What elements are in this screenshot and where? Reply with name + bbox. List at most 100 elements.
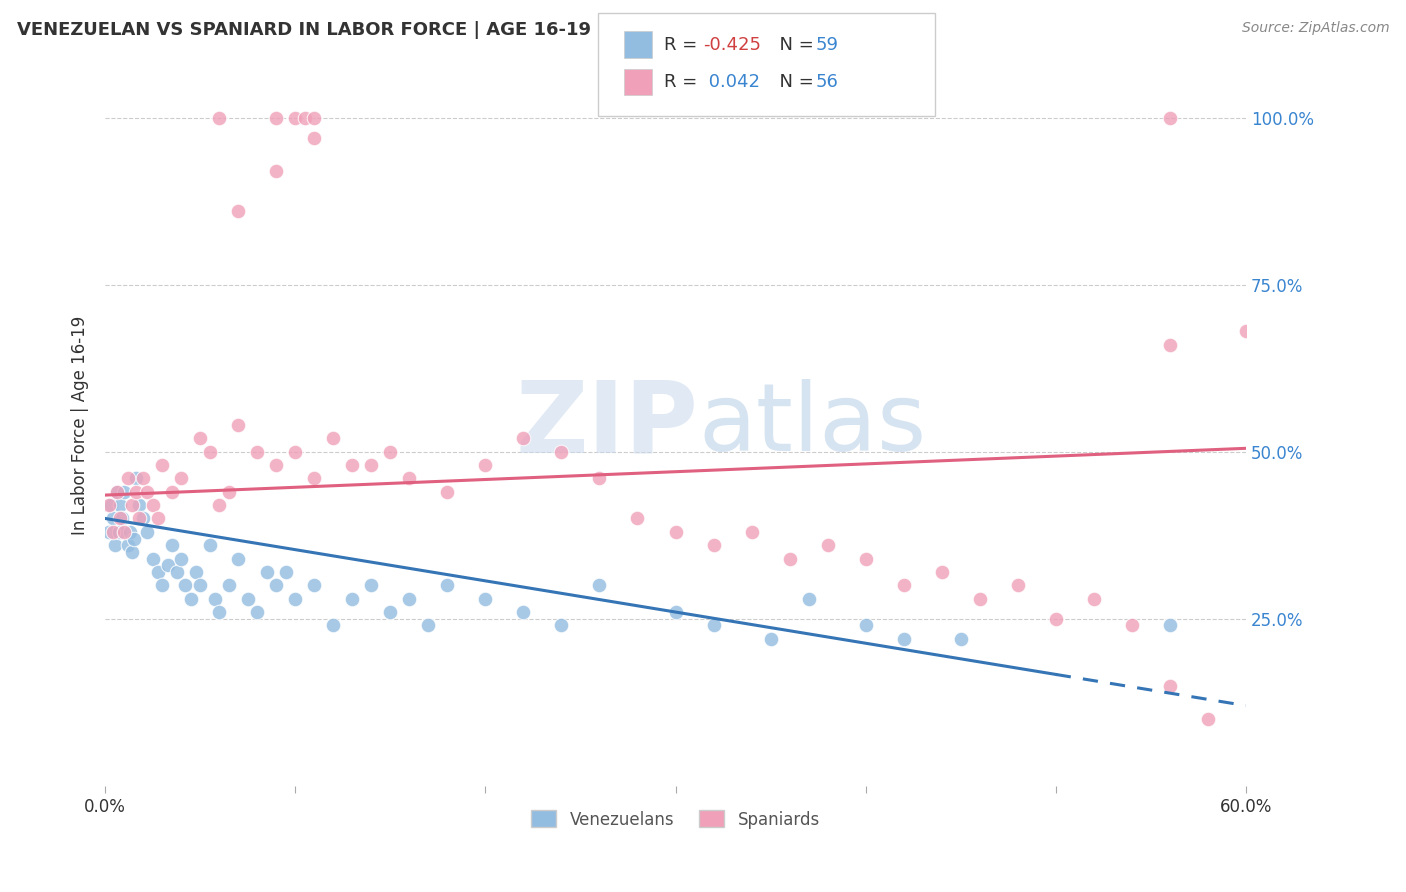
Point [117, 471, 139, 485]
Point [512, 431, 534, 445]
Point [98, 498, 121, 512]
Point [1159, 679, 1181, 693]
Point [105, 484, 128, 499]
Point [855, 618, 877, 632]
Point [246, 605, 269, 619]
Point [112, 484, 135, 499]
Text: Source: ZipAtlas.com: Source: ZipAtlas.com [1241, 21, 1389, 35]
Point [128, 498, 150, 512]
Point [304, 578, 326, 592]
Point [664, 605, 686, 619]
Point [664, 524, 686, 539]
Point [360, 578, 382, 592]
Text: 59: 59 [815, 36, 838, 54]
Point [266, 458, 288, 472]
Point [112, 524, 135, 539]
Point [588, 578, 610, 592]
Point [218, 578, 240, 592]
Text: N =: N = [768, 36, 820, 54]
Text: 56: 56 [815, 73, 838, 91]
Point [148, 565, 170, 579]
Point [436, 578, 458, 592]
Point [702, 538, 724, 552]
Point [342, 591, 364, 606]
Point [1083, 591, 1105, 606]
Point [198, 444, 221, 458]
Point [380, 444, 402, 458]
Point [1159, 618, 1181, 632]
Point [121, 545, 143, 559]
Point [418, 618, 440, 632]
Point [304, 111, 326, 125]
Point [1234, 324, 1257, 338]
Point [136, 484, 159, 499]
Point [274, 565, 297, 579]
Point [150, 578, 173, 592]
Point [294, 111, 316, 125]
Point [474, 458, 496, 472]
Point [104, 538, 127, 552]
Point [122, 532, 145, 546]
Point [931, 565, 953, 579]
Text: R =: R = [664, 36, 703, 54]
Point [1197, 712, 1219, 726]
Point [226, 204, 249, 219]
Point [208, 605, 231, 619]
Point [208, 498, 231, 512]
Point [398, 591, 420, 606]
Point [342, 458, 364, 472]
Point [236, 591, 259, 606]
Text: ZIP: ZIP [516, 376, 699, 474]
Point [121, 498, 143, 512]
Point [188, 578, 211, 592]
Point [266, 111, 288, 125]
Point [284, 111, 307, 125]
Point [588, 471, 610, 485]
Point [702, 618, 724, 632]
Point [198, 538, 221, 552]
Point [246, 444, 269, 458]
Text: N =: N = [768, 73, 820, 91]
Point [1159, 111, 1181, 125]
Point [98, 524, 121, 539]
Point [124, 471, 146, 485]
Point [117, 538, 139, 552]
Point [105, 484, 128, 499]
Point [160, 538, 183, 552]
Point [186, 565, 208, 579]
Text: 0.042: 0.042 [703, 73, 761, 91]
Point [550, 618, 572, 632]
Point [100, 498, 122, 512]
Point [166, 565, 188, 579]
Point [266, 578, 288, 592]
Point [132, 511, 155, 525]
Point [124, 484, 146, 499]
Point [266, 164, 288, 178]
Point [218, 484, 240, 499]
Point [142, 551, 165, 566]
Point [969, 591, 991, 606]
Point [111, 511, 134, 525]
Point [1159, 337, 1181, 351]
Point [797, 591, 820, 606]
Point [256, 565, 278, 579]
Point [893, 578, 915, 592]
Point [550, 444, 572, 458]
Point [150, 458, 173, 472]
Point [474, 591, 496, 606]
Point [180, 591, 202, 606]
Point [304, 471, 326, 485]
Point [170, 551, 193, 566]
Point [136, 524, 159, 539]
Point [284, 444, 307, 458]
Y-axis label: In Labor Force | Age 16-19: In Labor Force | Age 16-19 [72, 315, 89, 534]
Point [174, 578, 197, 592]
Point [380, 605, 402, 619]
Point [855, 551, 877, 566]
Point [284, 591, 307, 606]
Point [208, 111, 231, 125]
Point [142, 498, 165, 512]
Point [512, 605, 534, 619]
Point [398, 471, 420, 485]
Point [110, 498, 132, 512]
